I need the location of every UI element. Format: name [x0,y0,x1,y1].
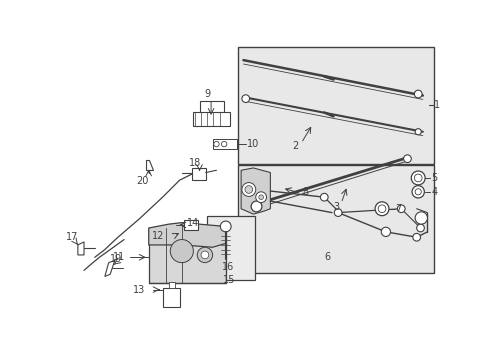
Polygon shape [241,168,270,214]
Circle shape [404,155,411,163]
Text: 6: 6 [324,252,330,262]
Circle shape [416,224,424,232]
Polygon shape [146,160,153,170]
Text: 20: 20 [136,176,149,186]
Circle shape [378,205,386,213]
Circle shape [413,233,420,241]
Bar [238,165,434,273]
Text: 17: 17 [66,232,78,242]
Bar [213,139,237,149]
Bar [207,216,255,280]
Circle shape [415,90,422,98]
Circle shape [397,205,405,213]
Text: 5: 5 [431,173,438,183]
Circle shape [381,227,391,237]
Text: 9: 9 [204,89,210,99]
Bar [169,282,175,288]
Circle shape [242,183,256,197]
Bar [194,112,230,126]
Circle shape [334,209,342,216]
Text: 13: 13 [133,285,146,294]
Circle shape [201,251,209,259]
Circle shape [197,247,213,263]
Circle shape [242,95,249,103]
Text: 14: 14 [187,219,199,228]
Text: 2: 2 [292,141,298,150]
Polygon shape [78,242,84,255]
Circle shape [415,129,421,135]
Bar [238,47,434,164]
Text: 18: 18 [189,158,201,167]
Text: 19: 19 [110,254,122,264]
Bar [149,228,226,283]
Circle shape [259,195,264,199]
Text: 1: 1 [435,100,441,110]
Text: 7: 7 [395,204,401,214]
Circle shape [415,212,427,224]
Circle shape [221,141,227,147]
Polygon shape [105,260,115,276]
Circle shape [251,201,262,212]
Circle shape [171,239,194,263]
Circle shape [415,174,422,182]
Circle shape [256,192,267,203]
Circle shape [415,189,421,195]
Text: 15: 15 [223,275,236,285]
Bar [163,288,179,307]
Circle shape [320,193,328,201]
Circle shape [375,202,389,216]
Text: 12: 12 [152,231,164,241]
Circle shape [214,141,219,147]
Text: 3: 3 [334,202,340,212]
Bar [184,220,198,230]
Text: 11: 11 [113,252,125,262]
Circle shape [245,186,253,193]
Text: 8: 8 [303,187,309,197]
Circle shape [220,221,231,232]
Text: 10: 10 [247,139,260,149]
Circle shape [411,171,425,185]
Polygon shape [149,222,226,247]
Text: 16: 16 [222,261,234,271]
Bar [199,101,224,118]
Text: 4: 4 [431,187,438,197]
Circle shape [412,186,424,198]
Bar [192,168,206,180]
